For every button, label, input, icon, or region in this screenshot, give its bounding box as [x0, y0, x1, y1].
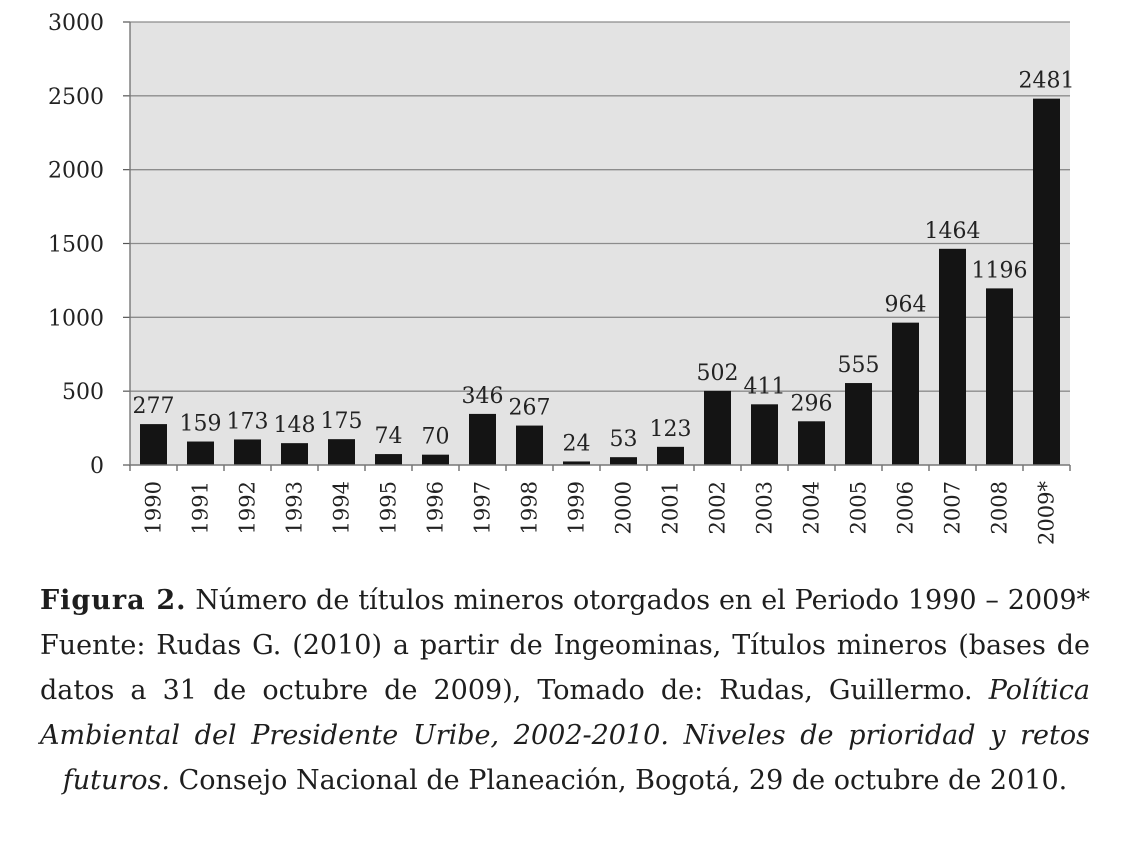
- y-tick-label: 500: [62, 380, 104, 405]
- bar: [939, 248, 966, 465]
- data-label: 148: [274, 413, 316, 438]
- y-tick-label: 2500: [48, 85, 104, 110]
- caption-label: Figura 2.: [40, 585, 187, 616]
- x-tick-label: 1996: [424, 481, 448, 534]
- data-label: 2481: [1019, 69, 1075, 94]
- bar: [234, 439, 261, 465]
- x-tick-label: 1992: [236, 481, 260, 534]
- caption-text-end: Consejo Nacional de Planeación, Bogotá, …: [170, 765, 1068, 796]
- axes: [129, 22, 1070, 466]
- bar: [798, 421, 825, 465]
- data-label: 296: [791, 391, 833, 416]
- x-tick-label: 2009*: [1035, 481, 1059, 545]
- data-label: 123: [650, 417, 692, 442]
- data-label: 173: [227, 409, 269, 434]
- x-tick-label: 2004: [800, 481, 824, 534]
- caption-text: Número de títulos mineros otorgados en e…: [40, 585, 1090, 706]
- bar: [845, 383, 872, 465]
- figure-caption: Figura 2. Número de títulos mineros otor…: [40, 578, 1090, 803]
- data-label: 277: [133, 394, 175, 419]
- gridlines: [130, 21, 1070, 392]
- x-tick-label: 2007: [941, 481, 965, 534]
- data-label: 70: [422, 425, 450, 450]
- y-tick-label: 2000: [48, 159, 104, 184]
- bar: [610, 457, 637, 465]
- x-tick-label: 1998: [518, 481, 542, 534]
- bar: [1033, 98, 1060, 465]
- bar: [375, 454, 402, 465]
- x-tick-label: 1997: [471, 481, 495, 534]
- data-label: 159: [180, 412, 222, 437]
- bar: [563, 461, 590, 465]
- x-axis-ticks: 1990 1991 1992 1993 1994 1995 1996 1997 1998 1999…: [129, 465, 1071, 545]
- data-label: 411: [744, 374, 786, 399]
- x-tick-label: 1991: [189, 481, 213, 534]
- bar: [657, 446, 684, 465]
- data-label: 175: [321, 409, 363, 434]
- y-tick-label: 0: [90, 454, 104, 479]
- bar: [751, 404, 778, 465]
- caption-italic-title: Política Ambiental del Presidente Uribe,…: [40, 675, 1090, 796]
- y-tick-label: 1000: [48, 306, 104, 331]
- x-tick-label: 1994: [330, 481, 354, 534]
- bar: [281, 443, 308, 465]
- bar: [422, 454, 449, 465]
- x-tick-label: 2005: [847, 481, 871, 534]
- x-tick-label: 1999: [565, 481, 589, 534]
- y-axis-ticks: 0 500 1000 1500 2000 2500 3000: [48, 11, 130, 479]
- x-tick-label: 2003: [753, 481, 777, 534]
- bar: [516, 425, 543, 465]
- bar: [469, 413, 496, 465]
- x-tick-label: 2000: [612, 481, 636, 534]
- bar: [704, 390, 731, 465]
- x-tick-label: 2001: [659, 481, 683, 534]
- bar: [140, 424, 167, 465]
- bar: [328, 439, 355, 465]
- data-label: 24: [563, 431, 591, 456]
- data-label: 74: [375, 424, 403, 449]
- data-label: 1196: [972, 258, 1028, 283]
- bar: [187, 441, 214, 465]
- data-label: 964: [885, 293, 927, 318]
- data-label: 502: [697, 361, 739, 386]
- x-tick-label: 2008: [988, 481, 1012, 534]
- data-label: 555: [838, 353, 880, 378]
- y-tick-label: 1500: [48, 233, 104, 258]
- x-tick-label: 1990: [142, 481, 166, 534]
- data-label: 267: [509, 396, 551, 421]
- data-label: 346: [462, 384, 504, 409]
- data-label: 53: [610, 427, 638, 452]
- x-tick-label: 1993: [283, 481, 307, 534]
- y-tick-label: 3000: [48, 11, 104, 36]
- bars: [140, 98, 1060, 465]
- data-label: 1464: [925, 219, 981, 244]
- x-tick-label: 2002: [706, 481, 730, 534]
- x-tick-label: 2006: [894, 481, 918, 534]
- bar: [892, 322, 919, 465]
- bar: [986, 288, 1013, 465]
- x-tick-label: 1995: [377, 481, 401, 534]
